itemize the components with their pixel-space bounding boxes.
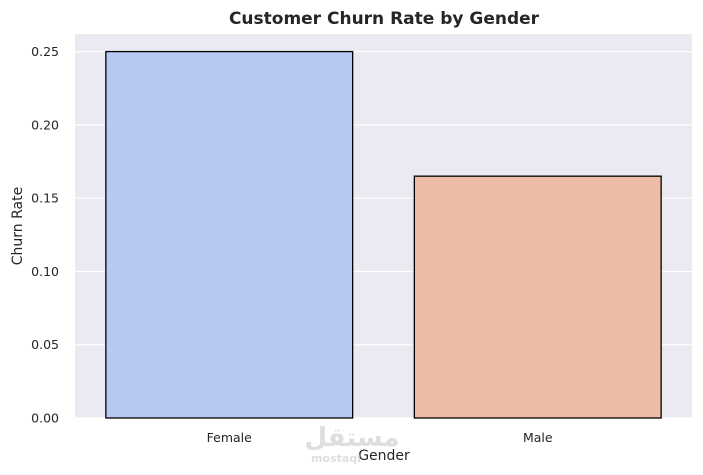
- watermark-latin: mostaql: [311, 452, 361, 465]
- y-axis-label: Churn Rate: [10, 187, 26, 265]
- y-tick-label: 0.20: [31, 117, 59, 132]
- y-tick-label: 0.15: [31, 191, 59, 206]
- y-tick-label: 0.10: [31, 264, 59, 279]
- y-tick-label: 0.05: [31, 337, 59, 352]
- y-axis-ticks: 0.00 0.05 0.10 0.15 0.20 0.25: [31, 44, 59, 425]
- y-tick-label: 0.25: [31, 44, 59, 59]
- bar-female: [105, 50, 354, 419]
- x-axis-label: Gender: [358, 448, 410, 464]
- bar-male: [413, 175, 662, 419]
- chart-title: Customer Churn Rate by Gender: [229, 9, 540, 29]
- x-tick-label: Female: [207, 430, 253, 445]
- watermark-arabic: مستقل: [304, 423, 399, 453]
- y-tick-label: 0.00: [31, 411, 59, 426]
- watermark: مستقل mostaql: [304, 423, 399, 465]
- x-tick-label: Male: [523, 430, 553, 445]
- x-axis-ticks: Female Male: [207, 430, 553, 445]
- bars: [105, 50, 662, 419]
